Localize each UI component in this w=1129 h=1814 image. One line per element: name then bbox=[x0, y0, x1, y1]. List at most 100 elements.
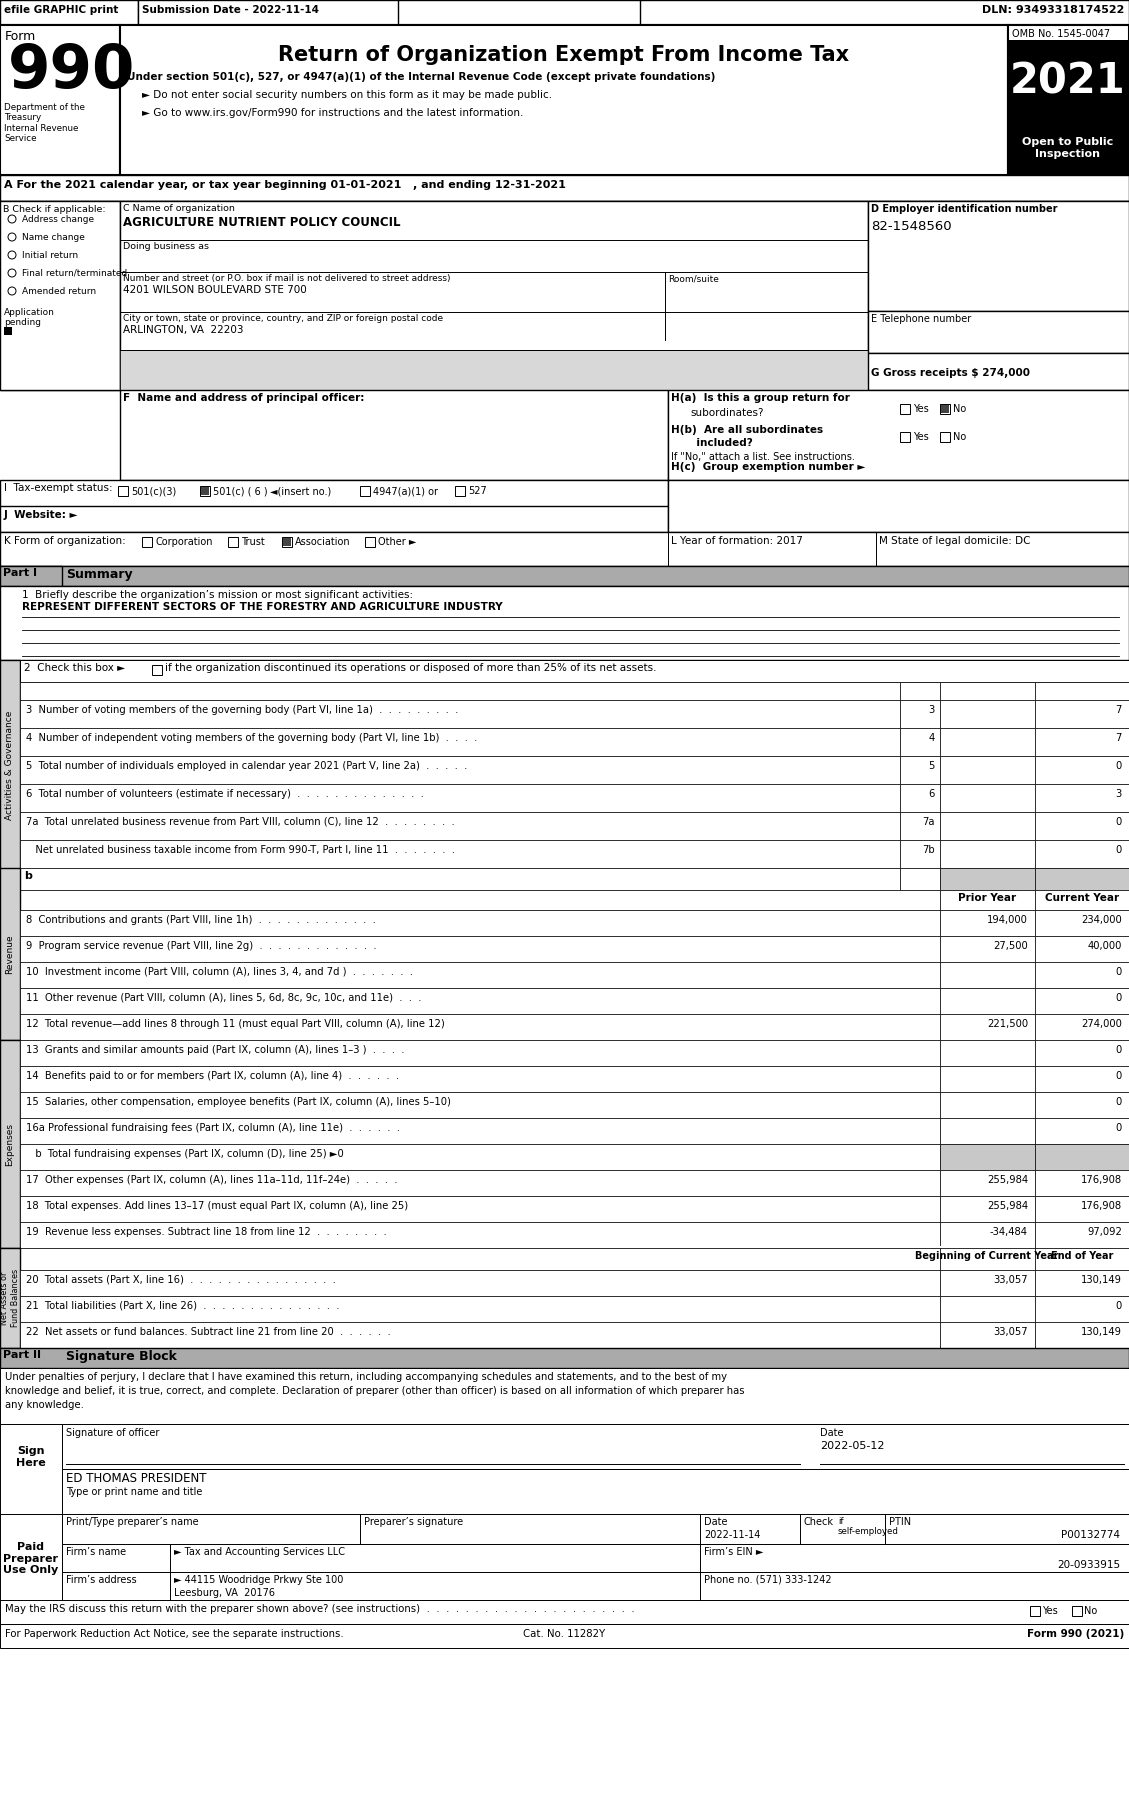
Text: ► Go to www.irs.gov/Form990 for instructions and the latest information.: ► Go to www.irs.gov/Form990 for instruct… bbox=[142, 109, 524, 118]
Bar bbox=[0, 1600, 1129, 1624]
Bar bbox=[900, 700, 940, 727]
Text: 33,057: 33,057 bbox=[994, 1275, 1029, 1284]
Text: Under section 501(c), 527, or 4947(a)(1) of the Internal Revenue Code (except pr: Under section 501(c), 527, or 4947(a)(1)… bbox=[126, 73, 716, 82]
Bar bbox=[1035, 1039, 1129, 1067]
Text: Signature Block: Signature Block bbox=[65, 1350, 177, 1362]
Text: Check: Check bbox=[804, 1517, 834, 1527]
Bar bbox=[940, 1246, 1035, 1248]
Bar bbox=[940, 1195, 1035, 1223]
Bar bbox=[0, 869, 20, 1039]
Text: G Gross receipts $ 274,000: G Gross receipts $ 274,000 bbox=[870, 368, 1030, 377]
Bar bbox=[940, 1014, 1035, 1039]
Bar bbox=[20, 1248, 940, 1270]
Text: 7: 7 bbox=[1115, 706, 1122, 715]
Text: 0: 0 bbox=[1115, 1123, 1122, 1134]
Text: Doing business as: Doing business as bbox=[123, 241, 209, 250]
Text: 11  Other revenue (Part VIII, column (A), lines 5, 6d, 8c, 9c, 10c, and 11e)  . : 11 Other revenue (Part VIII, column (A),… bbox=[26, 992, 421, 1003]
Bar bbox=[20, 1322, 940, 1348]
Bar bbox=[940, 1270, 1035, 1295]
Bar bbox=[0, 1515, 62, 1627]
Text: 0: 0 bbox=[1115, 845, 1122, 854]
Text: 20  Total assets (Part X, line 16)  .  .  .  .  .  .  .  .  .  .  .  .  .  .  . : 20 Total assets (Part X, line 16) . . . … bbox=[26, 1275, 335, 1284]
Text: Trust: Trust bbox=[240, 537, 264, 548]
Text: 130,149: 130,149 bbox=[1080, 1275, 1122, 1284]
Text: 19  Revenue less expenses. Subtract line 18 from line 12  .  .  .  .  .  .  .  .: 19 Revenue less expenses. Subtract line … bbox=[26, 1226, 387, 1237]
Bar bbox=[62, 1424, 1129, 1469]
Text: ARLINGTON, VA  22203: ARLINGTON, VA 22203 bbox=[123, 325, 244, 336]
Text: 2  Check this box ►: 2 Check this box ► bbox=[24, 662, 125, 673]
Bar bbox=[900, 756, 940, 784]
Bar bbox=[1035, 1170, 1129, 1195]
Text: 0: 0 bbox=[1115, 1097, 1122, 1107]
Bar bbox=[940, 869, 1035, 891]
Text: For Paperwork Reduction Act Notice, see the separate instructions.: For Paperwork Reduction Act Notice, see … bbox=[5, 1629, 343, 1640]
Text: Return of Organization Exempt From Income Tax: Return of Organization Exempt From Incom… bbox=[279, 45, 849, 65]
Text: 97,092: 97,092 bbox=[1087, 1226, 1122, 1237]
Bar bbox=[119, 486, 128, 495]
Text: 0: 0 bbox=[1115, 816, 1122, 827]
Circle shape bbox=[8, 287, 16, 296]
Text: Submission Date - 2022-11-14: Submission Date - 2022-11-14 bbox=[142, 5, 320, 15]
Bar bbox=[62, 1469, 1129, 1515]
Bar bbox=[0, 174, 1129, 201]
Bar bbox=[900, 432, 910, 443]
Text: 0: 0 bbox=[1115, 1045, 1122, 1056]
Text: 2022-05-12: 2022-05-12 bbox=[820, 1440, 884, 1451]
Bar bbox=[20, 727, 900, 756]
Text: 16a Professional fundraising fees (Part IX, column (A), line 11e)  .  .  .  .  .: 16a Professional fundraising fees (Part … bbox=[26, 1123, 400, 1134]
Bar bbox=[455, 486, 465, 495]
Bar bbox=[900, 405, 910, 414]
Text: City or town, state or province, country, and ZIP or foreign postal code: City or town, state or province, country… bbox=[123, 314, 443, 323]
Bar bbox=[20, 911, 940, 936]
Text: Net unrelated business taxable income from Form 990-T, Part I, line 11  .  .  . : Net unrelated business taxable income fr… bbox=[26, 845, 455, 854]
Text: Prior Year: Prior Year bbox=[957, 892, 1016, 903]
Text: I  Tax-exempt status:: I Tax-exempt status: bbox=[5, 483, 113, 493]
Text: Initial return: Initial return bbox=[21, 250, 78, 259]
Text: No: No bbox=[953, 405, 966, 414]
Bar bbox=[940, 1170, 1035, 1195]
Text: 10  Investment income (Part VIII, column (A), lines 3, 4, and 7d )  .  .  .  .  : 10 Investment income (Part VIII, column … bbox=[26, 967, 413, 978]
Bar bbox=[0, 1039, 20, 1248]
Bar bbox=[940, 813, 1035, 840]
Text: REPRESENT DIFFERENT SECTORS OF THE FORESTRY AND AGRICULTURE INDUSTRY: REPRESENT DIFFERENT SECTORS OF THE FORES… bbox=[21, 602, 502, 611]
Bar bbox=[940, 405, 949, 414]
Text: Revenue: Revenue bbox=[6, 934, 15, 974]
Bar bbox=[20, 1170, 940, 1195]
Bar bbox=[1035, 1195, 1129, 1223]
Text: 3: 3 bbox=[929, 706, 935, 715]
Text: 0: 0 bbox=[1115, 1070, 1122, 1081]
Bar bbox=[1035, 891, 1129, 911]
Bar bbox=[1035, 1322, 1129, 1348]
Bar bbox=[1035, 911, 1129, 936]
Text: E Telephone number: E Telephone number bbox=[870, 314, 971, 325]
Bar bbox=[138, 0, 399, 25]
Text: Under penalties of perjury, I declare that I have examined this return, includin: Under penalties of perjury, I declare th… bbox=[5, 1371, 727, 1382]
Bar bbox=[1035, 813, 1129, 840]
Circle shape bbox=[8, 268, 16, 278]
Bar bbox=[1008, 40, 1129, 114]
Text: Yes: Yes bbox=[913, 432, 929, 443]
Text: 27,500: 27,500 bbox=[994, 941, 1029, 951]
Text: 7a: 7a bbox=[922, 816, 935, 827]
Text: 0: 0 bbox=[1115, 967, 1122, 978]
Text: b  Total fundraising expenses (Part IX, column (D), line 25) ►0: b Total fundraising expenses (Part IX, c… bbox=[26, 1148, 343, 1159]
Bar bbox=[20, 869, 900, 891]
Bar bbox=[940, 1322, 1035, 1348]
Bar bbox=[0, 660, 20, 871]
Text: Firm’s EIN ►: Firm’s EIN ► bbox=[704, 1547, 763, 1556]
Bar bbox=[20, 936, 940, 961]
Bar bbox=[200, 486, 210, 495]
Text: 176,908: 176,908 bbox=[1080, 1201, 1122, 1212]
Text: 6  Total number of volunteers (estimate if necessary)  .  .  .  .  .  .  .  .  .: 6 Total number of volunteers (estimate i… bbox=[26, 789, 423, 798]
Text: No: No bbox=[953, 432, 966, 443]
Bar bbox=[940, 432, 949, 443]
Text: ◄(insert no.): ◄(insert no.) bbox=[270, 486, 331, 495]
Bar bbox=[640, 0, 1129, 25]
Text: 40,000: 40,000 bbox=[1087, 941, 1122, 951]
Bar bbox=[1035, 1270, 1129, 1295]
Bar bbox=[940, 989, 1035, 1014]
Text: 18  Total expenses. Add lines 13–17 (must equal Part IX, column (A), line 25): 18 Total expenses. Add lines 13–17 (must… bbox=[26, 1201, 408, 1212]
Bar bbox=[1035, 1014, 1129, 1039]
Bar bbox=[0, 586, 1129, 660]
Bar bbox=[20, 1295, 940, 1322]
